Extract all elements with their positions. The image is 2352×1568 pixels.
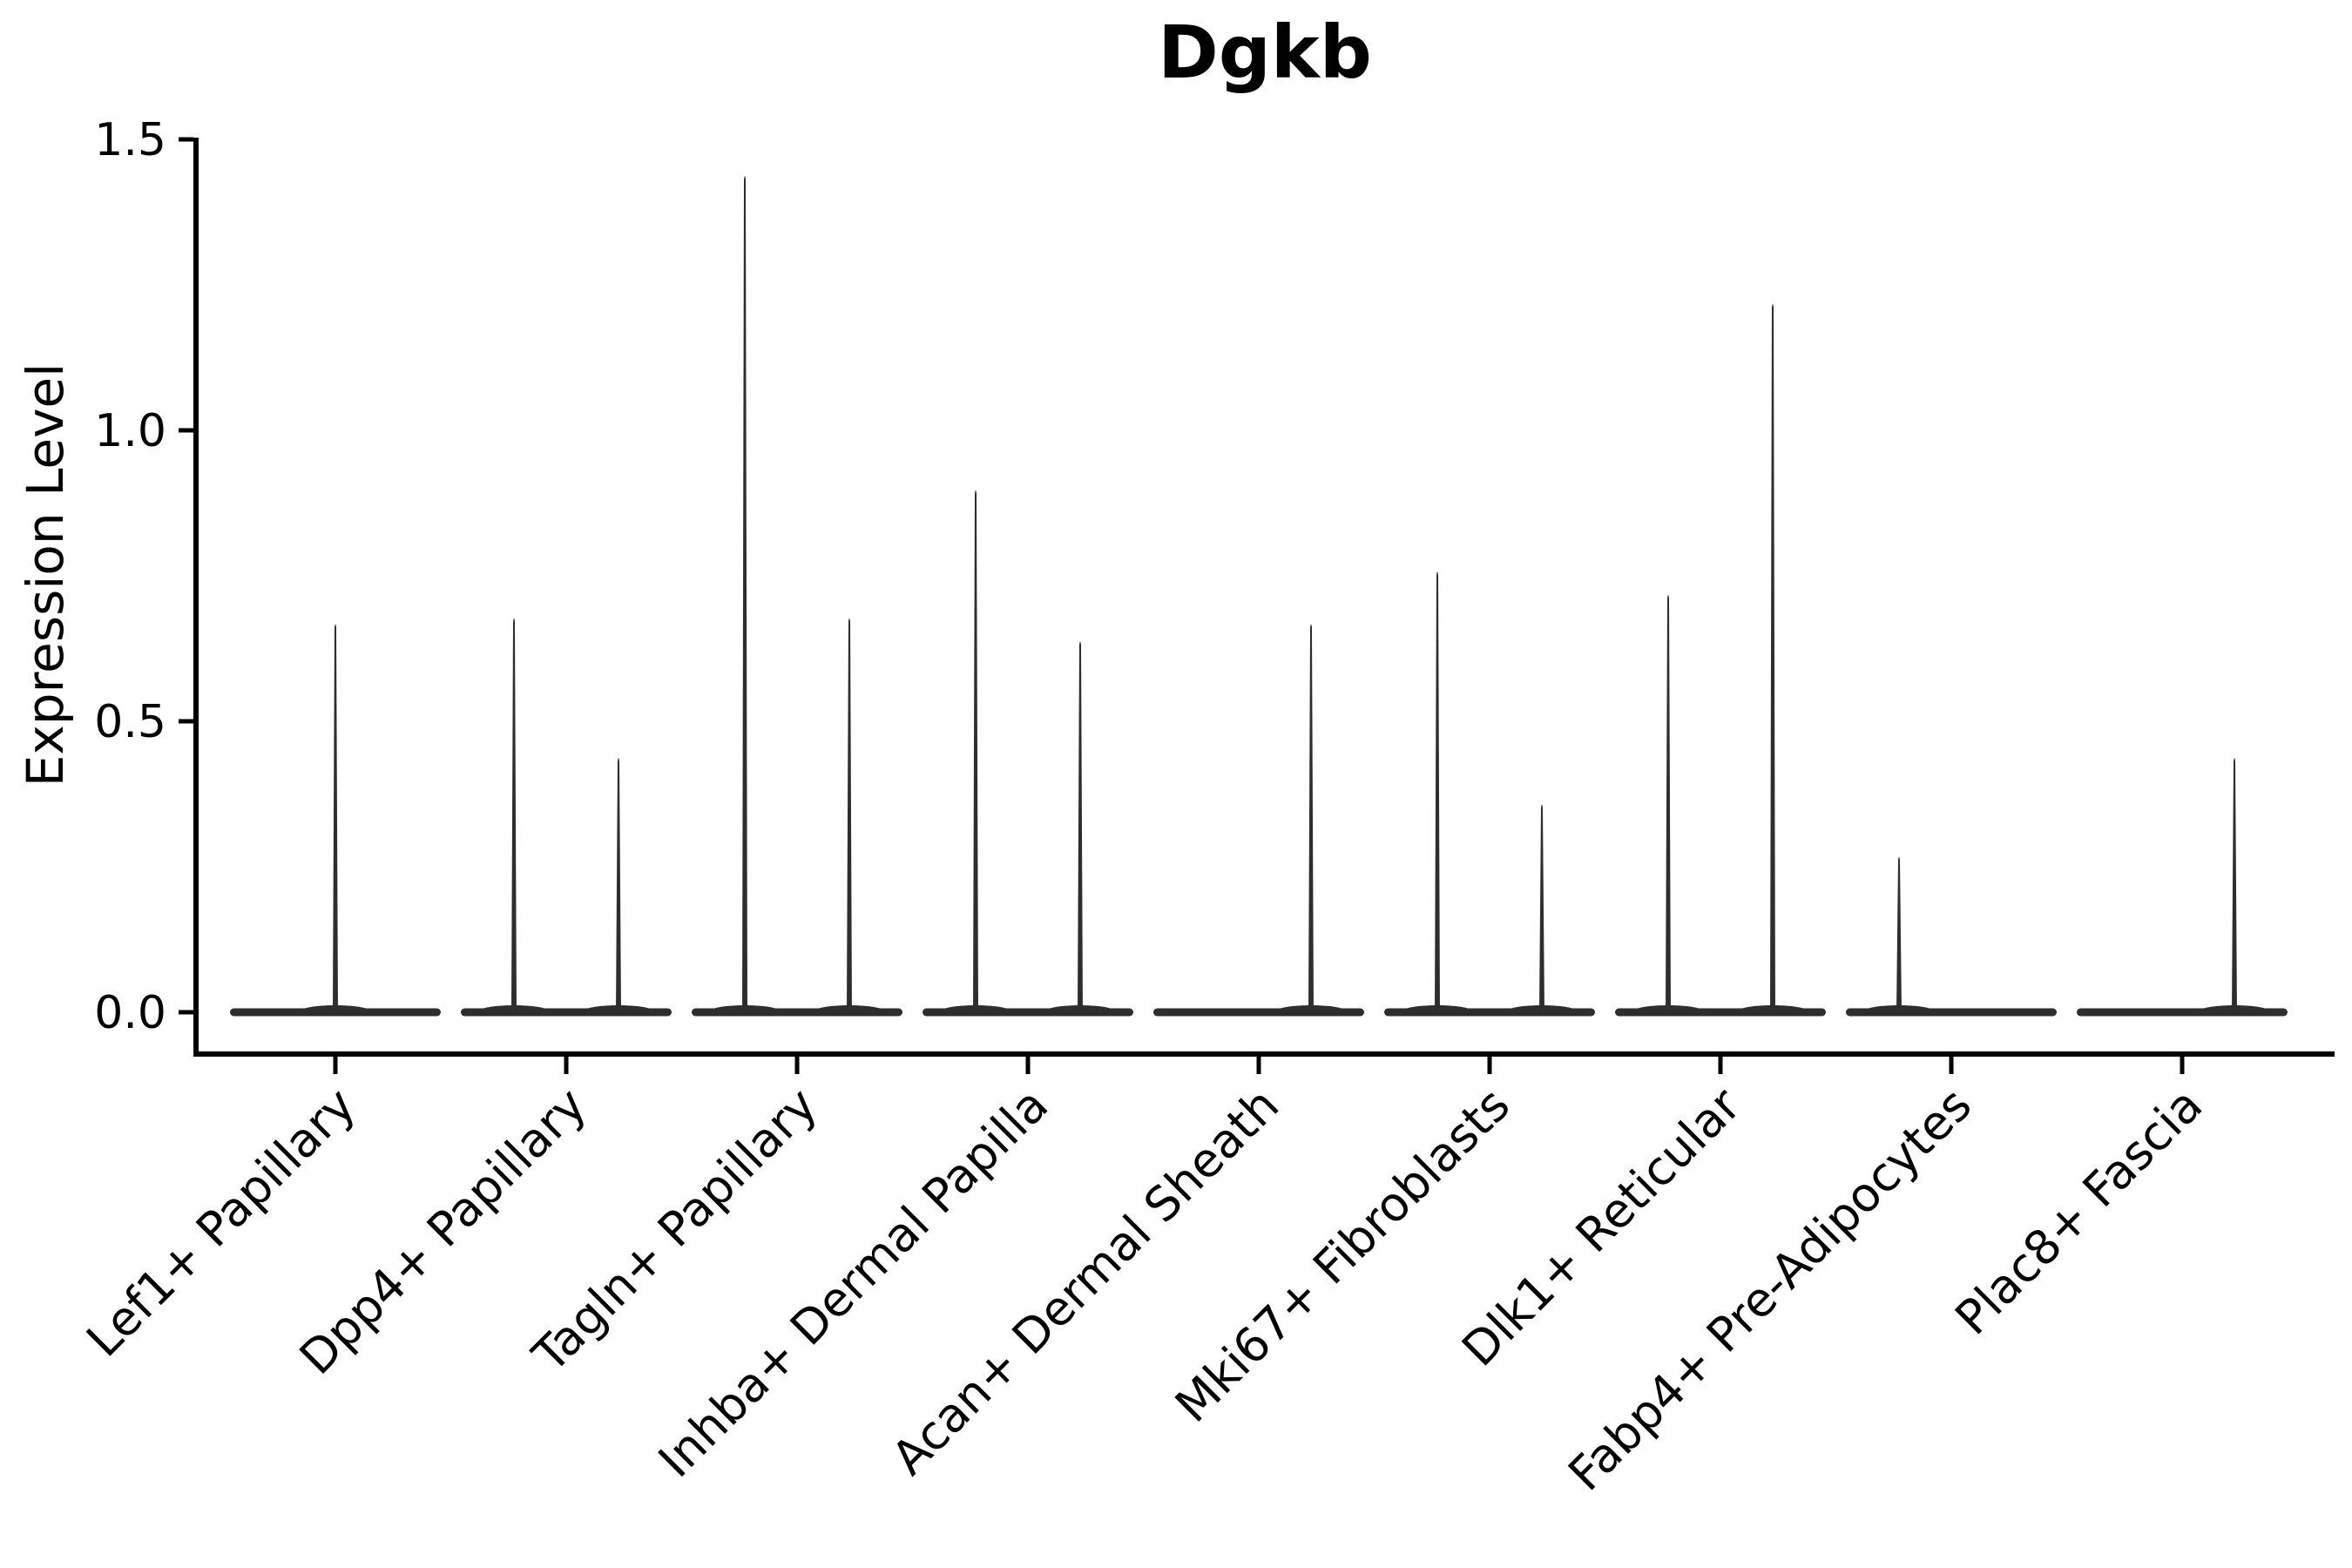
x-tick-label: Inhba+ Dermal Papilla <box>648 1078 1058 1488</box>
violin-spike <box>1539 804 1544 1012</box>
violin-spike <box>511 618 517 1012</box>
y-tick-label: 1.5 <box>94 114 166 166</box>
y-tick-label: 1.0 <box>94 405 166 457</box>
violin-spike <box>1770 304 1775 1012</box>
violin-spike <box>1435 571 1440 1012</box>
violin-spike <box>1896 856 1902 1012</box>
violin-spike <box>973 490 978 1012</box>
violin-spike <box>742 176 747 1012</box>
violin-spike <box>333 624 338 1012</box>
y-tick-label: 0.5 <box>94 696 166 748</box>
y-axis-label: Expression Level <box>16 362 75 787</box>
violin-spike <box>616 758 621 1012</box>
violin-spike <box>1666 595 1671 1012</box>
x-tick-label: Plac8+ Fascia <box>1944 1078 2213 1346</box>
x-tick-label: Fabp4+ Pre-Adipocytes <box>1558 1078 1982 1502</box>
violin-spike <box>2232 758 2237 1012</box>
y-tick-label: 0.0 <box>94 987 166 1039</box>
x-tick-label: Acan+ Dermal Sheath <box>882 1078 1289 1485</box>
violin-spike <box>1308 624 1314 1012</box>
chart-title: Dgkb <box>1158 10 1372 95</box>
violin-spike <box>847 618 852 1012</box>
violin-spike <box>1078 641 1083 1012</box>
